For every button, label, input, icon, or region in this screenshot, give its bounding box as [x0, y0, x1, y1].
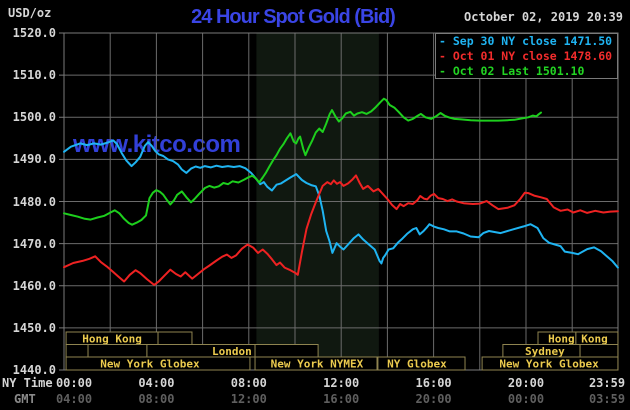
y-axis-tick-label: 1480.0 [12, 194, 56, 209]
session-label: Sydney [525, 345, 565, 358]
x-axis-tick-label-gmt: 20:00 [415, 392, 452, 406]
ny-time-axis-label: NY Time [2, 376, 53, 390]
session-box [65, 356, 251, 371]
session-box [87, 344, 148, 358]
y-axis-tick-label: 1520.0 [12, 26, 56, 40]
session-box [157, 331, 193, 345]
x-axis-tick-label-gmt: 08:00 [138, 392, 175, 406]
x-axis-tick-label-ny: 12:00 [323, 376, 360, 390]
x-axis-tick-label-gmt: 03:59 [588, 392, 626, 406]
y-axis-tick-label: 1460.0 [12, 278, 56, 293]
legend-row: - Oct 01 NY close 1478.60 [439, 49, 613, 63]
x-axis-tick-label-gmt: 04:00 [55, 392, 93, 406]
y-axis-tick-label: 1510.0 [12, 68, 56, 83]
datetime-label: October 02, 2019 20:39 [464, 10, 623, 24]
x-axis-tick-label-ny: 00:00 [55, 376, 93, 390]
session-label: New York NYMEX [271, 358, 364, 371]
session-label: New York Globex [100, 358, 200, 371]
session-box [579, 344, 619, 358]
session-label: London [212, 345, 252, 358]
x-axis-tick-label-gmt: 16:00 [323, 392, 360, 406]
session-label: New York Globex [499, 358, 599, 371]
y-axis-tick-label: 1440.0 [12, 363, 56, 377]
x-axis-tick-label-gmt: 00:00 [507, 392, 545, 406]
chart-title: 24 Hour Spot Gold (Bid) [191, 6, 396, 28]
session-box [65, 344, 89, 358]
y-axis-unit-label: USD/oz [8, 6, 52, 20]
x-axis-tick-label-gmt: 12:00 [230, 392, 267, 406]
price-line-oct02 [63, 97, 542, 226]
y-axis-tick-label: 1470.0 [12, 236, 56, 251]
session-box [254, 344, 319, 358]
x-axis-tick-label-ny: 04:00 [138, 376, 175, 390]
session-box [481, 356, 619, 371]
x-axis-tick-label-ny: 16:00 [415, 376, 452, 390]
y-axis-tick-label: 1450.0 [12, 320, 56, 335]
x-axis-tick-label-ny: 20:00 [507, 376, 545, 390]
session-label: Hong Kong [82, 333, 142, 346]
session-label: NY Globex [387, 358, 447, 371]
y-axis-tick-label: 1490.0 [12, 152, 56, 167]
session-box [377, 356, 466, 371]
y-axis-tick-label: 1500.0 [12, 110, 56, 125]
legend-row: - Sep 30 NY close 1471.50 [439, 34, 613, 48]
x-axis-tick-label-ny: 08:00 [230, 376, 267, 390]
x-axis-tick-label-ny: 23:59 [588, 376, 626, 390]
price-line-sep30 [63, 139, 619, 269]
session-box [254, 356, 378, 371]
legend: - Sep 30 NY close 1471.50- Oct 01 NY clo… [435, 33, 618, 79]
price-line-oct01 [63, 174, 619, 286]
legend-row: - Oct 02 Last 1501.10 [439, 64, 585, 78]
gmt-axis-label: GMT [14, 392, 36, 406]
session-label: Hong Kong [548, 333, 608, 346]
